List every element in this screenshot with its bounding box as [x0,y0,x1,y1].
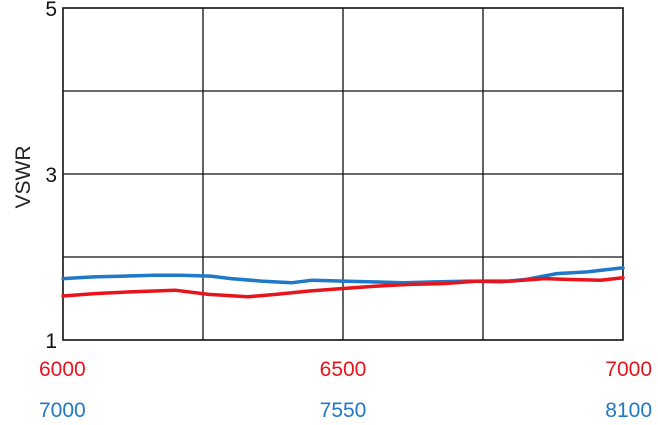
y-tick-label: 5 [45,0,57,21]
y-tick-label: 3 [45,164,57,187]
series-line-2 [61,276,625,299]
x-tick-label: 7000 [605,358,652,381]
plot-grid [62,7,624,341]
y-tick-labels: 5 3 1 [45,0,57,353]
x-tick-labels: 6000 6500 7000 7000 7550 8100 [39,358,652,422]
plot-frame [62,7,624,341]
y-tick-label: 1 [45,330,57,353]
x-tick-label: 6000 [39,358,86,381]
y-axis-label: VSWR [12,146,35,209]
series-lines [61,266,625,299]
x-tick-label: 6500 [320,358,367,381]
x-tick-label: 7000 [39,399,86,422]
x-tick-label: 7550 [320,399,367,422]
x-tick-label: 8100 [605,399,652,422]
